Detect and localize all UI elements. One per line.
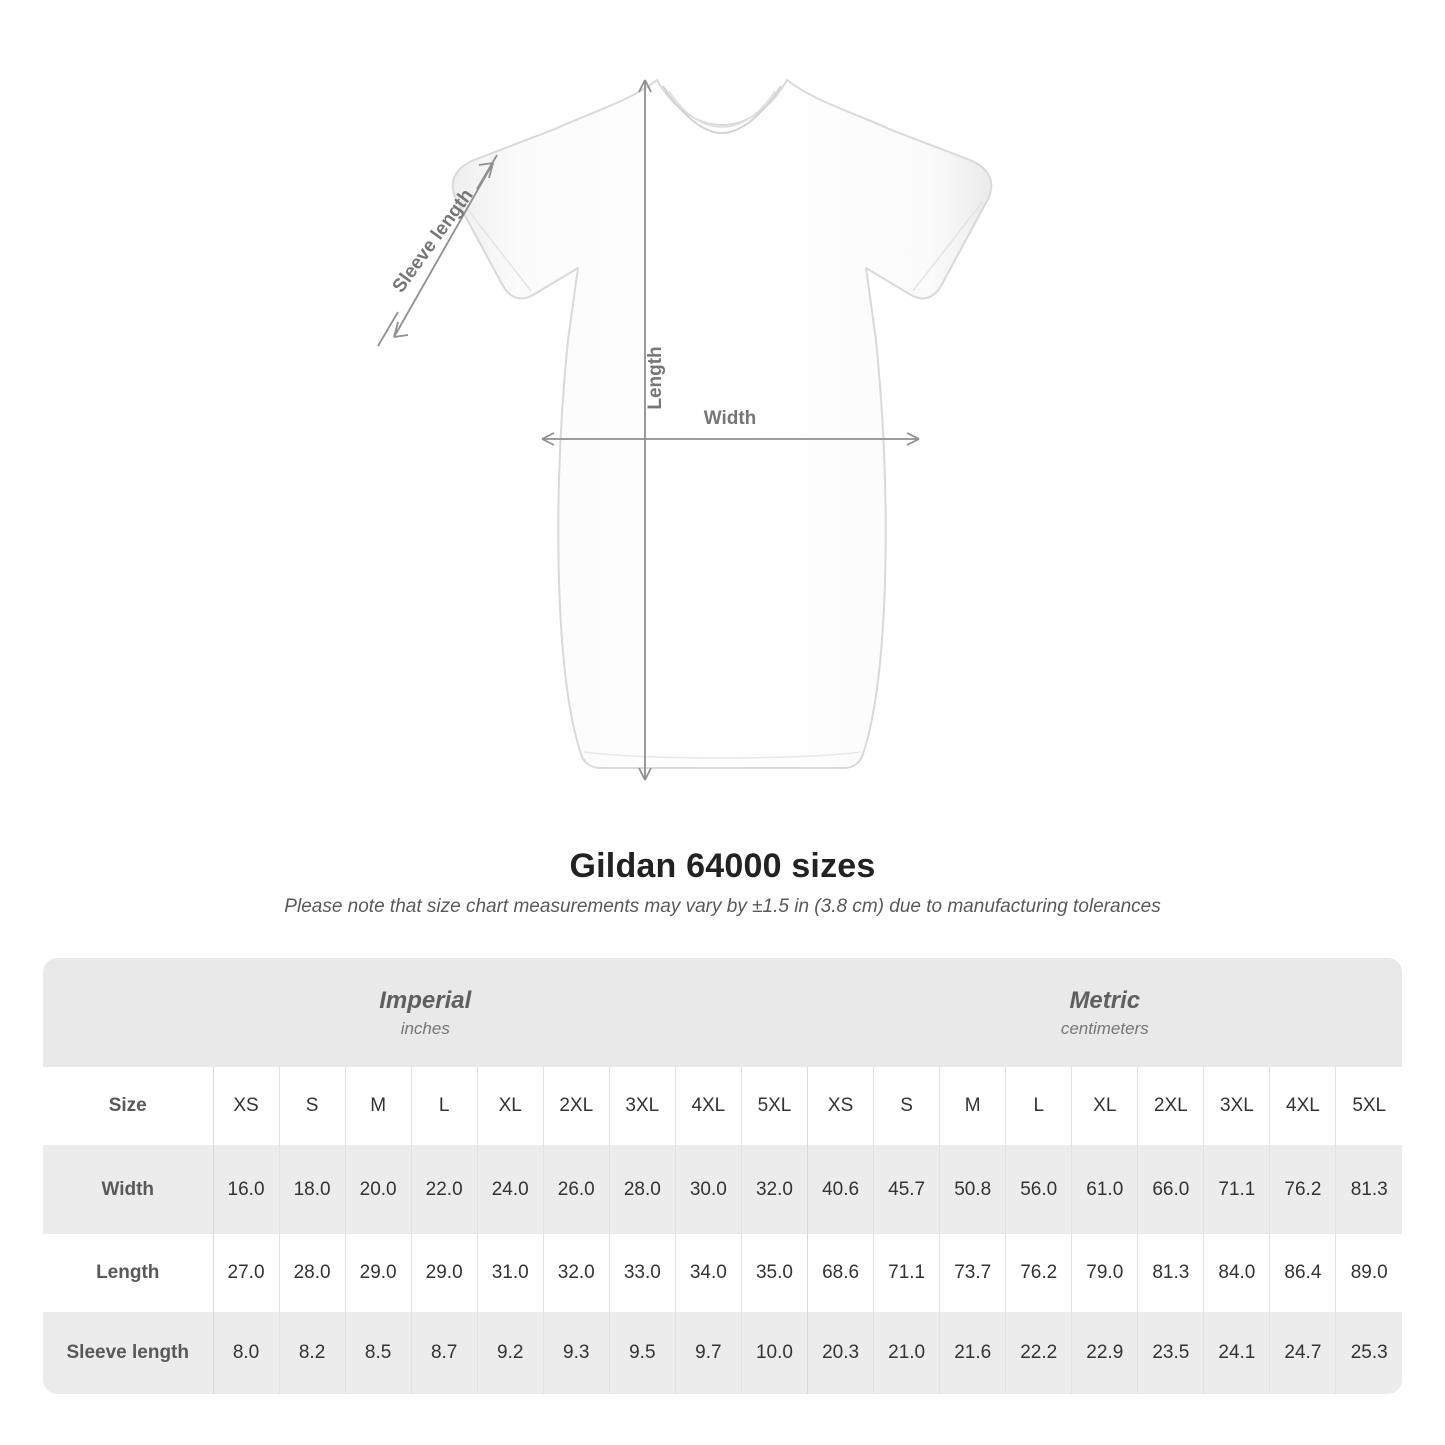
svg-text:Width: Width (704, 408, 757, 429)
svg-text:Sleeve length: Sleeve length (389, 185, 478, 296)
svg-text:Length: Length (645, 346, 666, 409)
